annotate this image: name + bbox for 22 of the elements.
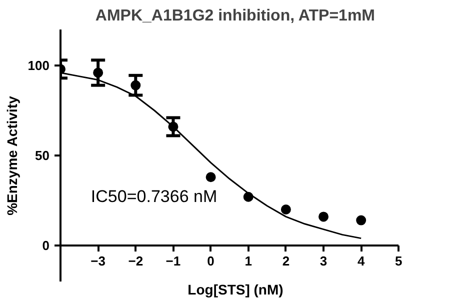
x-tick-label: 3 xyxy=(320,254,328,268)
point xyxy=(130,80,141,90)
annotation: IC50=0.7366 nM xyxy=(90,186,218,206)
point xyxy=(93,68,104,78)
chart-title: AMPK_A1B1G2 inhibition, ATP=1mM xyxy=(95,8,376,24)
x-tick-label: 1 xyxy=(244,254,252,268)
x-tick-label: −2 xyxy=(128,254,144,268)
point xyxy=(206,172,216,182)
x-tick-label: 5 xyxy=(395,254,402,268)
x-tick-label: 4 xyxy=(357,254,366,268)
x-axis-title: Log[STS] (nM) xyxy=(188,282,284,298)
y-tick-label: 0 xyxy=(42,238,50,253)
point xyxy=(280,204,291,214)
point xyxy=(356,215,366,226)
x-tick-label: 0 xyxy=(207,254,214,268)
x-tick-label: 2 xyxy=(282,254,290,268)
x-tick-label: −1 xyxy=(166,254,181,268)
point xyxy=(318,212,329,222)
y-tick-label: 50 xyxy=(35,148,50,163)
x-tick-label: −3 xyxy=(90,254,106,268)
y-axis-title: %Enzyme Activity xyxy=(4,96,20,216)
y-tick-label: 100 xyxy=(28,58,50,73)
